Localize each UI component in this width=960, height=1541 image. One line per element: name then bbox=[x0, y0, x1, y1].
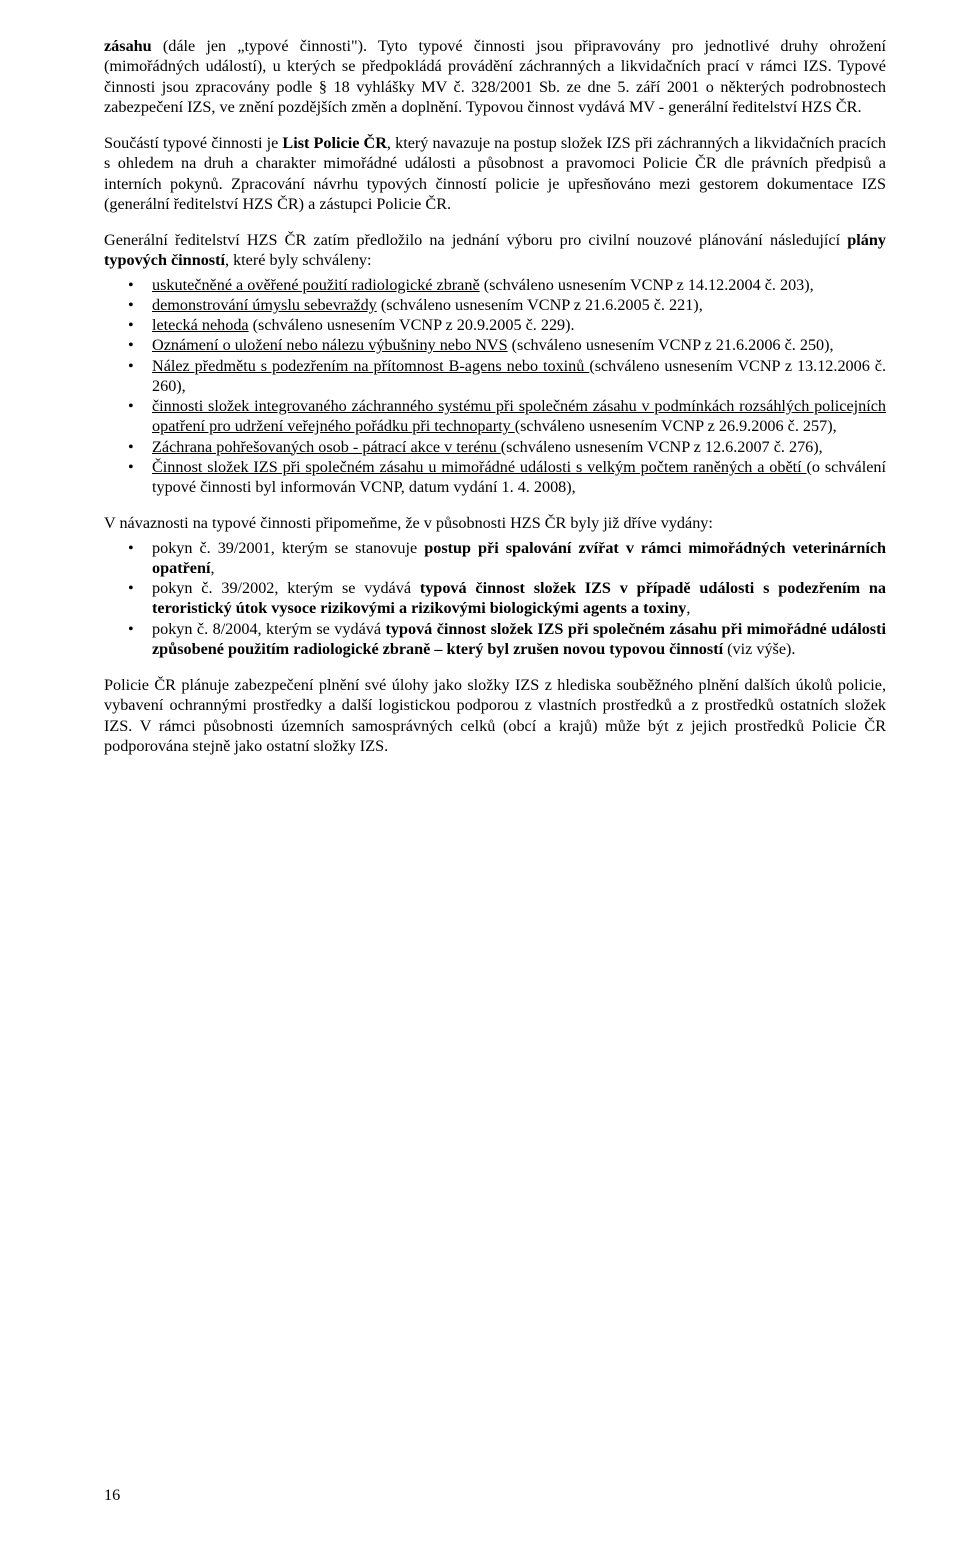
list-item-rest: (schváleno usnesením VCNP z 21.6.2005 č.… bbox=[377, 296, 703, 314]
list-item: Záchrana pohřešovaných osob - pátrací ak… bbox=[152, 437, 886, 457]
list-item-underline: letecká nehoda bbox=[152, 316, 249, 334]
list-item-pre: pokyn č. 39/2001, kterým se stanovuje bbox=[152, 539, 424, 557]
list-item-rest: (schváleno usnesením VCNP z 26.9.2006 č.… bbox=[515, 417, 837, 435]
list-item-post: , bbox=[210, 559, 214, 577]
list-item: Nález předmětu s podezřením na přítomnos… bbox=[152, 356, 886, 397]
paragraph-2: Součástí typové činnosti je List Policie… bbox=[104, 133, 886, 214]
list-item-post: (viz výše). bbox=[723, 640, 795, 658]
list-item: Činnost složek IZS při společném zásahu … bbox=[152, 457, 886, 498]
list-item: činnosti složek integrovaného záchrannéh… bbox=[152, 396, 886, 437]
p2-pre: Součástí typové činnosti je bbox=[104, 134, 282, 152]
bullet-list-2: pokyn č. 39/2001, kterým se stanovuje po… bbox=[104, 538, 886, 660]
p2-bold: List Policie ČR bbox=[282, 134, 387, 152]
list-item-underline: Nález předmětu s podezřením na přítomnos… bbox=[152, 357, 589, 375]
paragraph-3: Generální ředitelství HZS ČR zatím předl… bbox=[104, 230, 886, 271]
list-item: pokyn č. 39/2001, kterým se stanovuje po… bbox=[152, 538, 886, 579]
list-item-rest: (schváleno usnesením VCNP z 20.9.2005 č.… bbox=[249, 316, 575, 334]
p3-pre: Generální ředitelství HZS ČR zatím předl… bbox=[104, 231, 847, 249]
list-item-underline: demonstrování úmyslu sebevraždy bbox=[152, 296, 377, 314]
list-item-underline: Záchrana pohřešovaných osob - pátrací ak… bbox=[152, 438, 501, 456]
bullet-list-1: uskutečněné a ověřené použití radiologic… bbox=[104, 275, 886, 498]
list-item: demonstrování úmyslu sebevraždy (schvále… bbox=[152, 295, 886, 315]
list-item-underline: uskutečněné a ověřené použití radiologic… bbox=[152, 276, 480, 294]
page: zásahu (dále jen „typové činnosti"). Tyt… bbox=[0, 0, 960, 1541]
paragraph-5: Policie ČR plánuje zabezpečení plnění sv… bbox=[104, 675, 886, 756]
p1-bold: zásahu bbox=[104, 37, 152, 55]
list-item-underline: Činnost složek IZS při společném zásahu … bbox=[152, 458, 807, 476]
paragraph-1: zásahu (dále jen „typové činnosti"). Tyt… bbox=[104, 36, 886, 117]
list-item: pokyn č. 39/2002, kterým se vydává typov… bbox=[152, 578, 886, 619]
list-item: letecká nehoda (schváleno usnesením VCNP… bbox=[152, 315, 886, 335]
p1-rest: (dále jen „typové činnosti"). Tyto typov… bbox=[104, 37, 886, 116]
list-item-rest: (schváleno usnesením VCNP z 12.6.2007 č.… bbox=[501, 438, 823, 456]
paragraph-4: V návaznosti na typové činnosti připomeň… bbox=[104, 513, 886, 533]
list-item: Oznámení o uložení nebo nálezu výbušniny… bbox=[152, 335, 886, 355]
list-item-underline: Oznámení o uložení nebo nálezu výbušniny… bbox=[152, 336, 508, 354]
list-item: uskutečněné a ověřené použití radiologic… bbox=[152, 275, 886, 295]
list-item: pokyn č. 8/2004, kterým se vydává typová… bbox=[152, 619, 886, 660]
p3-post: , které byly schváleny: bbox=[225, 251, 372, 269]
list-item-pre: pokyn č. 39/2002, kterým se vydává bbox=[152, 579, 420, 597]
list-item-post: , bbox=[686, 599, 690, 617]
list-item-pre: pokyn č. 8/2004, kterým se vydává bbox=[152, 620, 385, 638]
list-item-rest: (schváleno usnesením VCNP z 14.12.2004 č… bbox=[480, 276, 814, 294]
list-item-rest: (schváleno usnesením VCNP z 21.6.2006 č.… bbox=[508, 336, 834, 354]
page-number: 16 bbox=[104, 1485, 120, 1505]
